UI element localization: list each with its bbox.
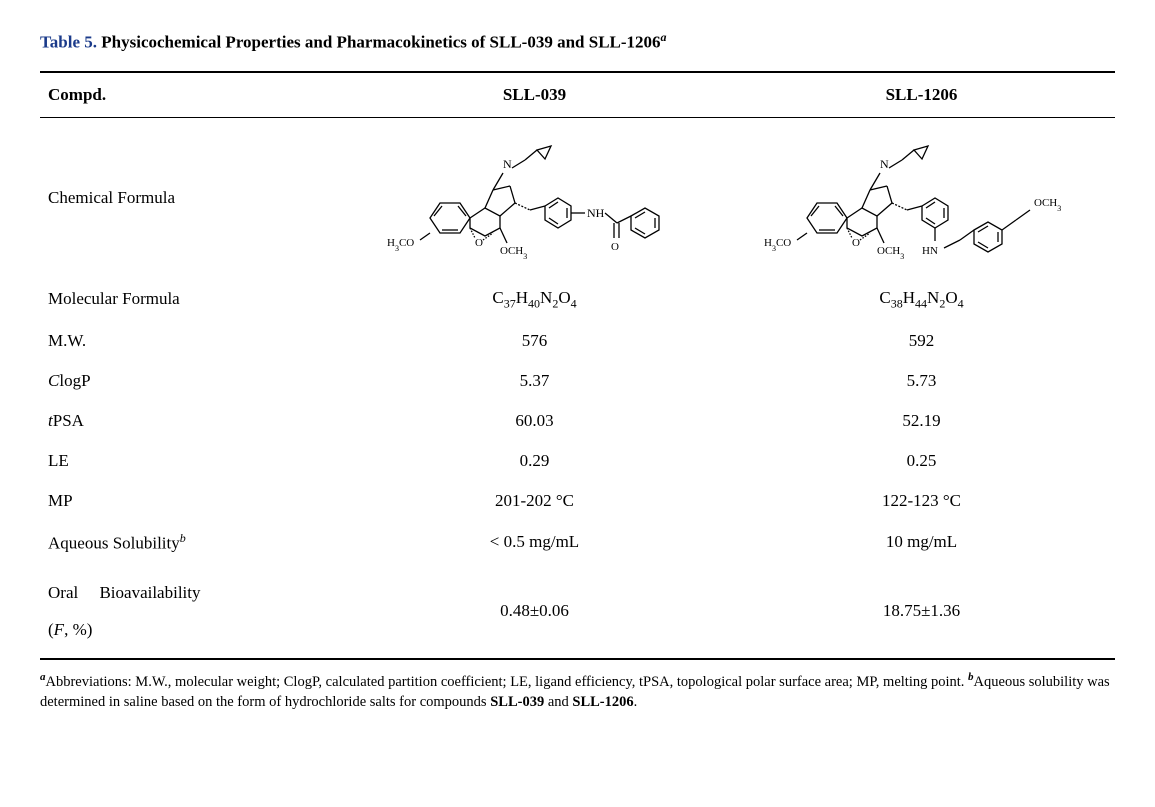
table-row: ClogP5.375.73 xyxy=(40,361,1115,401)
header-compd: Compd. xyxy=(40,72,341,118)
value-col1: C37H40N2O4 xyxy=(341,278,728,321)
svg-text:H3CO: H3CO xyxy=(764,237,791,253)
svg-text:OCH3: OCH3 xyxy=(877,245,904,261)
row-label: Oral Bioavailability(F, %) xyxy=(40,564,341,660)
table-row: Chemical Formula H3CO N O OCH3 xyxy=(40,117,1115,278)
row-label: Chemical Formula xyxy=(40,117,341,278)
value-col2: 0.25 xyxy=(728,441,1115,481)
header-col2: SLL-1206 xyxy=(728,72,1115,118)
svg-text:O: O xyxy=(611,241,619,253)
footnote-b-compound1: SLL-039 xyxy=(490,694,544,710)
row-label: tPSA xyxy=(40,401,341,441)
table-row: tPSA60.0352.19 xyxy=(40,401,1115,441)
svg-text:O: O xyxy=(475,237,483,249)
svg-text:N: N xyxy=(880,157,889,171)
svg-text:OCH3: OCH3 xyxy=(500,245,527,261)
svg-text:OCH3: OCH3 xyxy=(1034,197,1061,213)
row-label: Aqueous Solubilityb xyxy=(40,521,341,564)
table-title-text: Physicochemical Properties and Pharmacok… xyxy=(101,33,660,52)
title-footnote-mark: a xyxy=(661,30,667,44)
svg-text:N: N xyxy=(503,157,512,171)
svg-text:H3CO: H3CO xyxy=(387,237,414,253)
footnote-b-and: and xyxy=(548,694,569,710)
structure-col2: H3CO N O OCH3 HN xyxy=(728,117,1115,278)
svg-text:HN: HN xyxy=(922,245,938,257)
table-row: MP201-202 °C122-123 °C xyxy=(40,481,1115,521)
header-col1: SLL-039 xyxy=(341,72,728,118)
row-label: LE xyxy=(40,441,341,481)
table-row: LE0.290.25 xyxy=(40,441,1115,481)
row-label: MP xyxy=(40,481,341,521)
value-col1: 0.48±0.06 xyxy=(341,564,728,660)
value-col2: 10 mg/mL xyxy=(728,521,1115,564)
table-number: Table 5. xyxy=(40,33,97,52)
table-footnotes: aAbbreviations: M.W., molecular weight; … xyxy=(40,670,1115,712)
structure-svg-1: H3CO N O OCH3 NH O xyxy=(375,128,695,268)
value-col2: 592 xyxy=(728,321,1115,361)
properties-table: Compd. SLL-039 SLL-1206 Chemical Formula… xyxy=(40,71,1115,661)
value-col2: C38H44N2O4 xyxy=(728,278,1115,321)
value-col2: 18.75±1.36 xyxy=(728,564,1115,660)
structure-col1: H3CO N O OCH3 NH O xyxy=(341,117,728,278)
value-col1: 0.29 xyxy=(341,441,728,481)
value-col1: < 0.5 mg/mL xyxy=(341,521,728,564)
row-label: Molecular Formula xyxy=(40,278,341,321)
svg-text:O: O xyxy=(852,237,860,249)
footnote-a-text: Abbreviations: M.W., molecular weight; C… xyxy=(46,674,965,690)
table-row: Molecular FormulaC37H40N2O4C38H44N2O4 xyxy=(40,278,1115,321)
table-row: Oral Bioavailability(F, %)0.48±0.0618.75… xyxy=(40,564,1115,660)
table-row: Aqueous Solubilityb< 0.5 mg/mL10 mg/mL xyxy=(40,521,1115,564)
row-label: ClogP xyxy=(40,361,341,401)
value-col1: 576 xyxy=(341,321,728,361)
value-col2: 5.73 xyxy=(728,361,1115,401)
structure-svg-2: H3CO N O OCH3 HN xyxy=(752,128,1092,268)
value-col2: 52.19 xyxy=(728,401,1115,441)
footnote-b-compound2: SLL-1206 xyxy=(572,694,633,710)
table-header-row: Compd. SLL-039 SLL-1206 xyxy=(40,72,1115,118)
svg-text:NH: NH xyxy=(587,206,605,220)
value-col1: 5.37 xyxy=(341,361,728,401)
value-col1: 201-202 °C xyxy=(341,481,728,521)
value-col1: 60.03 xyxy=(341,401,728,441)
table-title: Table 5. Physicochemical Properties and … xyxy=(40,30,1115,53)
row-label: M.W. xyxy=(40,321,341,361)
value-col2: 122-123 °C xyxy=(728,481,1115,521)
table-row: M.W.576592 xyxy=(40,321,1115,361)
